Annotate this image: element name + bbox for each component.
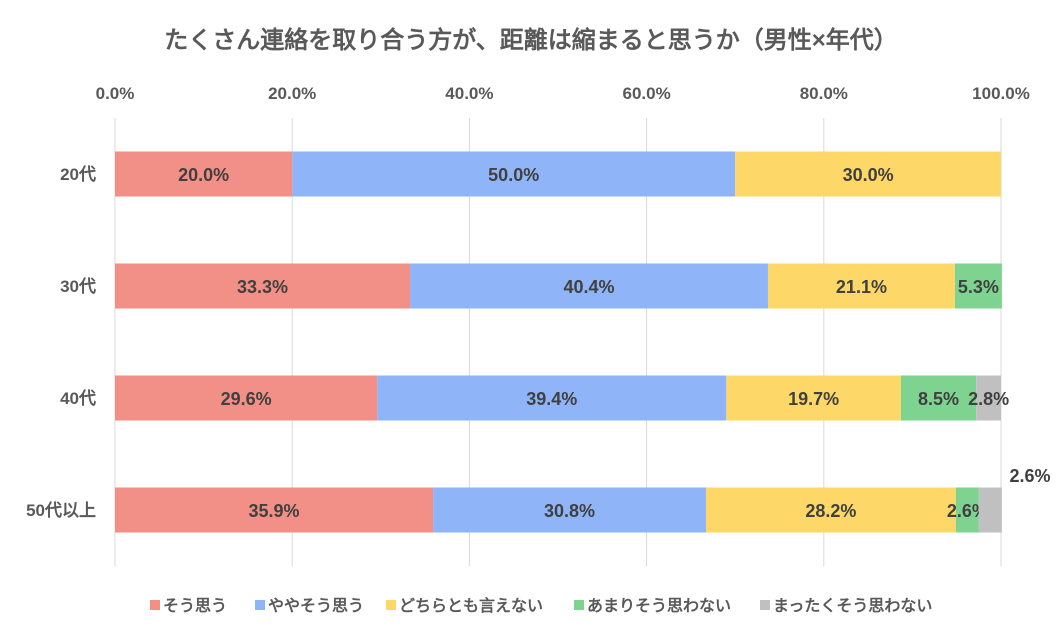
data-label: 20.0%: [178, 165, 229, 185]
bar-segment: [767, 263, 955, 309]
bar-segment: [978, 487, 1002, 533]
data-label: 29.6%: [221, 389, 272, 409]
legend-swatch: [150, 600, 160, 610]
data-label: 39.4%: [526, 389, 577, 409]
legend-label: あまりそう思わない: [587, 597, 731, 615]
legend-swatch: [255, 600, 265, 610]
bar-segment: [377, 375, 727, 421]
bar-segment: [115, 487, 434, 533]
data-label: 2.8%: [968, 389, 1009, 409]
legend-swatch: [760, 600, 770, 610]
data-label: 33.3%: [237, 277, 288, 297]
data-label: 2.6%: [1009, 466, 1050, 486]
data-label: 50.0%: [488, 165, 539, 185]
bar-segment: [115, 151, 293, 197]
x-tick-label: 0.0%: [96, 84, 135, 103]
data-label: 5.3%: [958, 277, 999, 297]
data-label: 40.4%: [563, 277, 614, 297]
bar-segment: [735, 151, 1001, 197]
bar-segment: [292, 151, 736, 197]
bar-segment: [726, 375, 901, 421]
x-tick-label: 20.0%: [268, 84, 316, 103]
data-label: 30.0%: [843, 165, 894, 185]
bar-segment: [955, 487, 979, 533]
bar-segment: [954, 263, 1002, 309]
bar-segment: [976, 375, 1001, 421]
category-label: 40代: [60, 388, 96, 408]
legend-label: どちらとも言えない: [399, 596, 543, 615]
x-tick-label: 80.0%: [800, 84, 848, 103]
legend-label: そう思う: [163, 597, 227, 615]
bar-segment: [115, 263, 411, 309]
category-label: 30代: [60, 276, 96, 296]
bar-segment: [410, 263, 768, 309]
x-tick-label: 60.0%: [622, 84, 670, 103]
legend-label: ややそう思う: [268, 597, 364, 615]
x-tick-label: 40.0%: [445, 84, 493, 103]
bar-segment: [115, 375, 378, 421]
chart-title: たくさん連絡を取り合う方が、距離は縮まると思うか（男性×年代）: [164, 26, 898, 54]
data-label: 8.5%: [918, 389, 959, 409]
category-label: 50代以上: [26, 500, 96, 520]
bar-segment: [705, 487, 956, 533]
x-tick-label: 100.0%: [972, 84, 1030, 103]
data-label: 2.6%: [947, 501, 988, 521]
legend-swatch: [574, 600, 584, 610]
category-label: 20代: [60, 164, 96, 184]
data-label: 28.2%: [805, 501, 856, 521]
legend-label: まったくそう思わない: [773, 597, 932, 615]
bar-segment: [433, 487, 706, 533]
data-label: 19.7%: [788, 389, 839, 409]
data-label: 30.8%: [544, 501, 595, 521]
bar-segment: [900, 375, 977, 421]
data-label: 35.9%: [249, 501, 300, 521]
legend-swatch: [386, 600, 396, 610]
data-label: 21.1%: [836, 277, 887, 297]
